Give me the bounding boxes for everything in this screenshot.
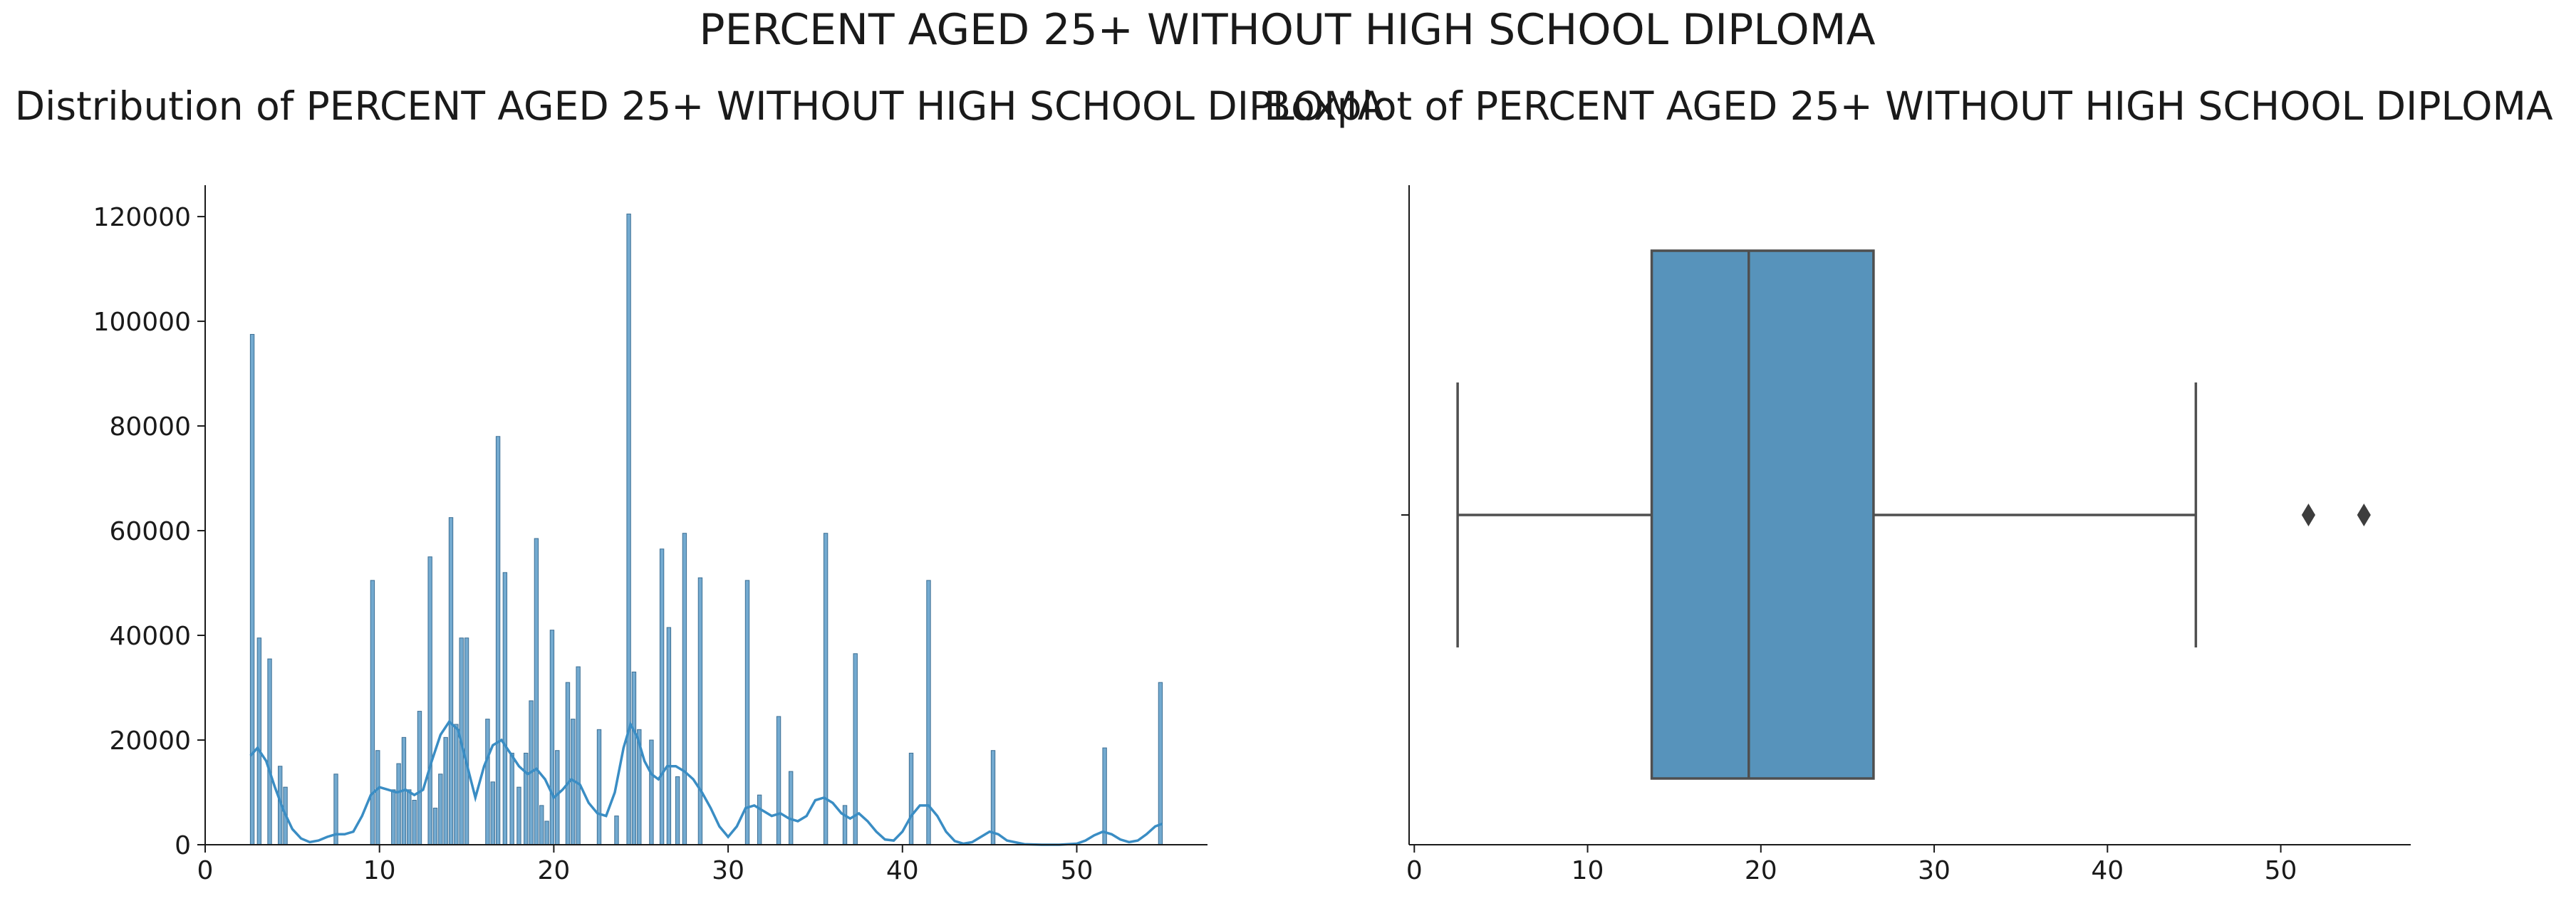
x-tick-label: 50 bbox=[2265, 856, 2297, 885]
x-tick-label: 10 bbox=[363, 856, 396, 885]
histogram-bar bbox=[417, 711, 422, 845]
histogram-bar bbox=[539, 805, 544, 845]
histogram-bar bbox=[649, 739, 654, 845]
outlier-point bbox=[2357, 504, 2371, 526]
histogram-bar bbox=[534, 538, 539, 845]
histogram-bar bbox=[908, 752, 914, 845]
x-tick-label: 50 bbox=[1061, 856, 1094, 885]
histogram-bar bbox=[412, 800, 417, 845]
histogram-bar bbox=[576, 666, 581, 845]
histogram-bar bbox=[407, 789, 412, 845]
x-tick-label: 30 bbox=[1918, 856, 1951, 885]
histogram-bar bbox=[757, 794, 762, 845]
y-tick-label: 100000 bbox=[93, 308, 191, 337]
histogram-bar bbox=[516, 786, 521, 845]
histogram-bar bbox=[631, 671, 637, 845]
x-tick-label: 10 bbox=[1572, 856, 1604, 885]
histogram-bar bbox=[614, 816, 619, 845]
histogram-bar bbox=[427, 556, 432, 845]
histogram-plot: 0 20000 40000 60000 80000 100000 120000 0 10 20 30… bbox=[93, 185, 1208, 885]
x-tick-label: 0 bbox=[197, 856, 214, 885]
histogram-bar bbox=[454, 724, 459, 845]
y-tick-label: 120000 bbox=[93, 203, 191, 232]
x-tick-label: 0 bbox=[1406, 856, 1423, 885]
histogram-bar bbox=[776, 716, 781, 845]
histogram-bar bbox=[375, 750, 380, 845]
histogram-bar bbox=[502, 572, 508, 845]
histogram-bar bbox=[596, 729, 602, 845]
y-tick-label: 20000 bbox=[109, 726, 191, 756]
histogram-bar bbox=[555, 750, 560, 845]
histogram-bar bbox=[666, 627, 672, 845]
x-tick-label: 30 bbox=[712, 856, 744, 885]
y-tick-label: 0 bbox=[175, 831, 191, 860]
histogram-bar bbox=[549, 630, 555, 845]
y-tick-label: 80000 bbox=[109, 412, 191, 442]
histogram-bar bbox=[682, 533, 687, 845]
histogram-bar bbox=[509, 752, 514, 845]
histogram-bar bbox=[448, 517, 454, 845]
interquartile-box bbox=[1650, 249, 1875, 780]
histogram-bar bbox=[990, 750, 996, 845]
histogram-bar bbox=[544, 821, 549, 845]
x-tick-label: 40 bbox=[886, 856, 919, 885]
histogram-bar bbox=[432, 808, 438, 845]
histogram-bar bbox=[697, 577, 703, 845]
histogram-bar bbox=[788, 771, 794, 845]
histogram-bar bbox=[675, 776, 680, 845]
histogram-bar bbox=[490, 781, 495, 845]
histogram-title: Distribution of PERCENT AGED 25+ WITHOUT… bbox=[15, 83, 1385, 129]
figure-suptitle: PERCENT AGED 25+ WITHOUT HIGH SCHOOL DIP… bbox=[699, 5, 1875, 55]
kde-curve bbox=[249, 719, 1163, 846]
histogram-bar bbox=[659, 548, 665, 845]
histogram-bar bbox=[842, 805, 848, 845]
histogram-bar bbox=[626, 213, 631, 845]
boxplot-title: Boxplot of PERCENT AGED 25+ WITHOUT HIGH… bbox=[1264, 83, 2553, 129]
histogram-bar bbox=[744, 580, 750, 845]
histogram-bar bbox=[443, 736, 448, 845]
histogram-bar bbox=[1102, 747, 1107, 845]
histogram-bar bbox=[464, 637, 469, 845]
histogram-bar bbox=[370, 580, 375, 845]
histogram-bar bbox=[438, 774, 443, 845]
histogram-bar bbox=[249, 333, 255, 845]
histogram-bar bbox=[256, 637, 262, 845]
y-tick-label: 40000 bbox=[109, 622, 191, 651]
x-tick-label: 20 bbox=[1745, 856, 1777, 885]
x-tick-label: 20 bbox=[537, 856, 570, 885]
histogram-bar bbox=[565, 682, 571, 845]
y-tick-label: 60000 bbox=[109, 517, 191, 546]
outlier-point bbox=[2301, 504, 2316, 526]
histogram-bar bbox=[524, 752, 529, 845]
histogram-bar bbox=[485, 719, 490, 845]
histogram-bar bbox=[267, 658, 272, 845]
boxplot-plot: 0 10 20 30 40 50 bbox=[1401, 185, 2411, 885]
histogram-bar bbox=[495, 436, 501, 845]
histogram-bar bbox=[1158, 682, 1163, 845]
x-tick-label: 40 bbox=[2091, 856, 2124, 885]
histogram-bar bbox=[391, 789, 396, 845]
histogram-bar bbox=[396, 763, 401, 845]
